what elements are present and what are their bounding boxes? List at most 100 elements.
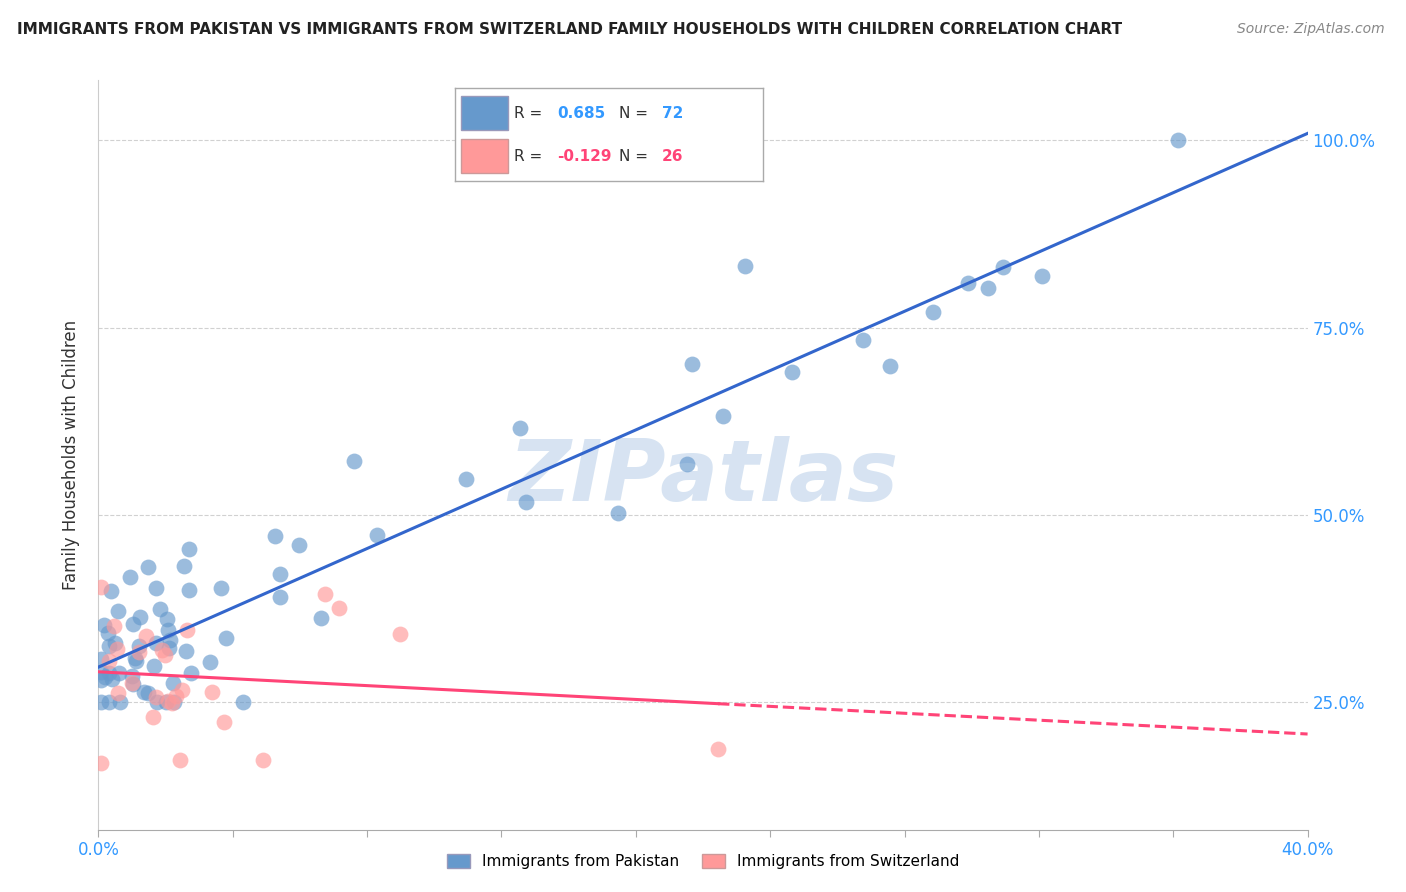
Legend: Immigrants from Pakistan, Immigrants from Switzerland: Immigrants from Pakistan, Immigrants fro… (440, 848, 966, 875)
Point (103, 619, 125, 633)
Point (177, 542, 200, 557)
Point (136, 560, 159, 574)
Point (157, 623, 180, 637)
Point (98, 666, 121, 681)
Point (991, 260, 1014, 274)
Point (135, 629, 157, 643)
Point (105, 641, 128, 656)
Point (165, 689, 187, 703)
Point (366, 527, 388, 541)
Point (107, 604, 129, 618)
Point (121, 675, 143, 690)
Point (155, 695, 177, 709)
Point (104, 636, 127, 650)
Point (269, 591, 291, 605)
Point (128, 609, 150, 624)
Point (509, 421, 531, 435)
Point (681, 357, 703, 371)
Point (121, 616, 143, 631)
Point (107, 686, 129, 700)
Point (922, 305, 945, 319)
Point (142, 710, 165, 724)
Point (93, 618, 115, 632)
Point (607, 506, 630, 520)
Point (252, 753, 274, 767)
Point (1167, 133, 1189, 147)
Point (1031, 268, 1053, 283)
Point (145, 690, 167, 704)
Point (956, 277, 979, 291)
Point (108, 695, 131, 709)
Point (214, 715, 236, 730)
Point (454, 473, 477, 487)
Point (145, 695, 167, 709)
Point (90, 673, 112, 688)
Point (713, 409, 735, 423)
Point (176, 623, 198, 637)
Point (125, 654, 148, 668)
Point (153, 648, 176, 663)
Point (90, 665, 112, 679)
Point (264, 529, 287, 543)
Point (160, 696, 183, 710)
Point (309, 611, 332, 625)
Point (145, 636, 167, 650)
Point (170, 682, 193, 697)
Text: Source: ZipAtlas.com: Source: ZipAtlas.com (1237, 22, 1385, 37)
Point (100, 584, 122, 599)
Point (90, 580, 112, 594)
Point (343, 454, 366, 468)
Point (676, 458, 699, 472)
Point (169, 753, 191, 767)
Point (780, 365, 803, 379)
Point (328, 601, 350, 615)
Point (173, 559, 195, 574)
Point (162, 676, 184, 690)
Point (232, 695, 254, 709)
Point (707, 741, 730, 756)
Point (209, 581, 232, 595)
Point (515, 495, 537, 509)
Point (97, 639, 120, 653)
Point (121, 677, 143, 691)
Point (124, 650, 146, 665)
Point (174, 644, 197, 658)
Point (162, 695, 184, 709)
Point (734, 259, 756, 273)
Point (108, 666, 131, 681)
Point (145, 581, 167, 595)
Point (879, 359, 901, 374)
Point (136, 685, 159, 699)
Point (98, 695, 121, 709)
Point (90, 756, 112, 770)
Point (180, 665, 202, 680)
Point (200, 685, 222, 699)
Point (388, 626, 411, 640)
Point (97, 626, 120, 640)
Point (157, 693, 180, 707)
Point (128, 639, 150, 653)
Point (128, 645, 150, 659)
Point (90, 695, 112, 709)
Point (269, 566, 291, 581)
Point (98, 654, 121, 668)
Point (118, 570, 141, 584)
Point (101, 672, 124, 686)
Point (157, 641, 180, 656)
Text: IMMIGRANTS FROM PAKISTAN VS IMMIGRANTS FROM SWITZERLAND FAMILY HOUSEHOLDS WITH C: IMMIGRANTS FROM PAKISTAN VS IMMIGRANTS F… (17, 22, 1122, 37)
Point (132, 684, 155, 698)
Point (314, 587, 336, 601)
Point (200, 655, 222, 669)
Point (177, 583, 200, 598)
Point (852, 333, 875, 347)
Point (143, 658, 166, 673)
Point (156, 612, 179, 626)
Point (288, 537, 311, 551)
Point (150, 643, 173, 657)
Point (149, 602, 172, 616)
Point (215, 631, 238, 645)
Point (977, 281, 1000, 295)
Point (121, 669, 143, 683)
Text: ZIPatlas: ZIPatlas (508, 436, 898, 519)
Point (90, 652, 112, 666)
